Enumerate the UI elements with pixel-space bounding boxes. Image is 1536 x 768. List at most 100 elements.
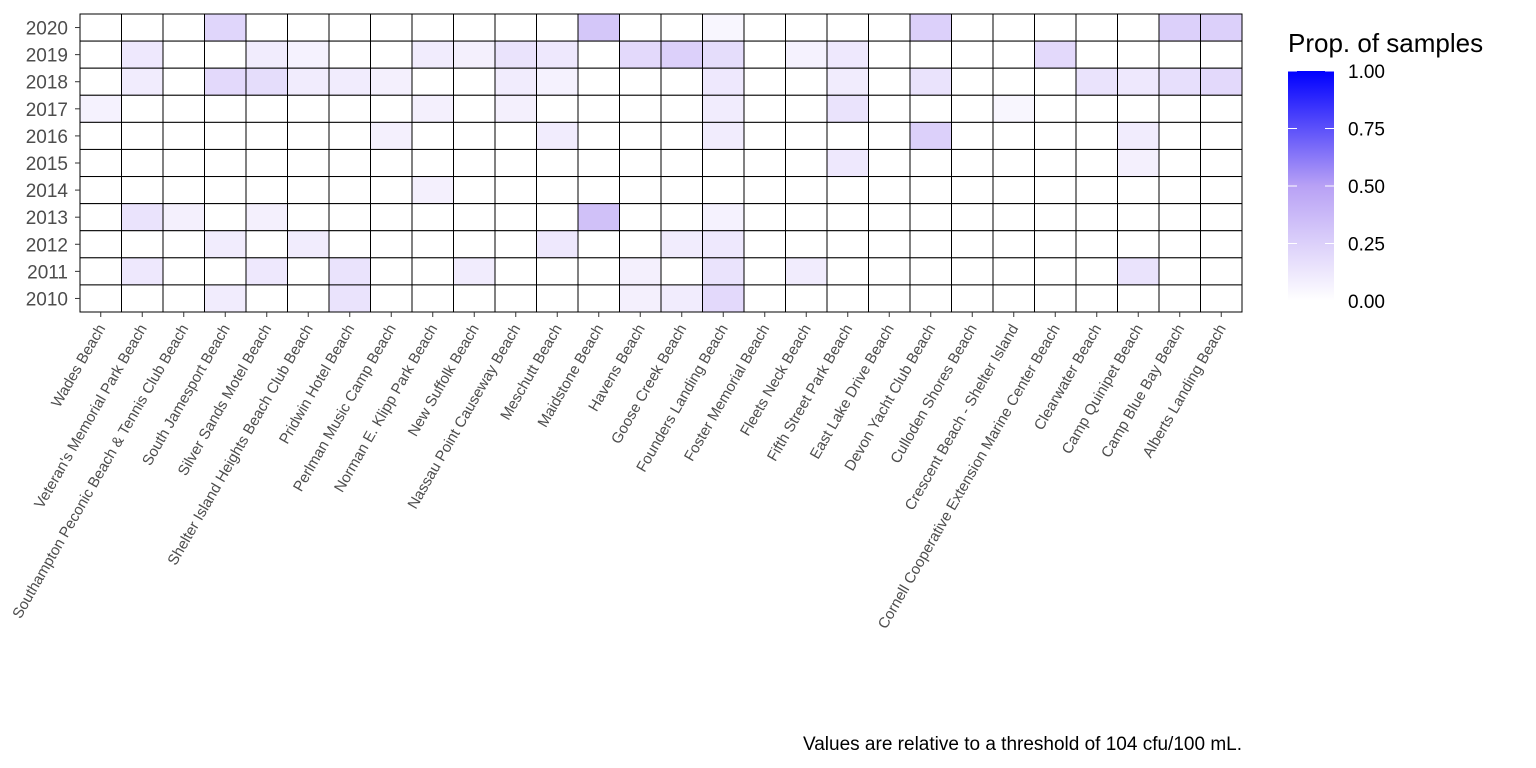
heatmap-cell	[1117, 94, 1160, 123]
legend-ticks: 1.00 0.75 0.50 0.25 0.00	[1288, 62, 1385, 313]
heatmap-cell	[162, 176, 205, 205]
heatmap-cell	[660, 121, 703, 150]
y-tick-label: 2017	[26, 100, 68, 121]
heatmap-cell	[328, 176, 371, 205]
heatmap-cell	[702, 203, 745, 232]
heatmap-cell	[909, 121, 952, 150]
y-tick-label: 2016	[26, 127, 68, 148]
heatmap-cell	[1034, 67, 1077, 96]
heatmap-cell	[826, 148, 869, 178]
heatmap-cell	[1158, 203, 1201, 232]
heatmap-cell	[1117, 67, 1160, 96]
heatmap-cell	[245, 121, 288, 150]
heatmap-cell	[204, 121, 247, 150]
legend-tick-label: 0.50	[1348, 177, 1385, 198]
heatmap-cell	[619, 257, 662, 286]
heatmap-cell	[951, 13, 994, 42]
heatmap-cell	[204, 230, 247, 259]
heatmap-cell	[1117, 284, 1160, 313]
heatmap-cell	[79, 94, 122, 123]
heatmap-cell	[121, 257, 164, 286]
heatmap-cell	[992, 148, 1035, 178]
heatmap-cell	[909, 176, 952, 205]
heatmap-cell	[1034, 121, 1077, 150]
heatmap-cell	[951, 203, 994, 232]
heatmap-cell	[121, 176, 164, 205]
heatmap-cell	[162, 40, 205, 69]
heatmap-cell	[287, 257, 330, 286]
heatmap-cell	[411, 148, 454, 178]
heatmap-cell	[702, 40, 745, 69]
heatmap-cell	[1158, 121, 1201, 150]
heatmap-cell	[162, 203, 205, 232]
heatmap-cell	[204, 176, 247, 205]
legend-tick-label: 0.25	[1348, 235, 1385, 256]
heatmap-cell	[951, 284, 994, 313]
heatmap-cell	[1117, 203, 1160, 232]
heatmap-cell	[1200, 40, 1243, 69]
heatmap-cell	[1200, 176, 1243, 205]
heatmap-cell	[702, 94, 745, 123]
heatmap-cell	[785, 230, 828, 259]
heatmap-cell	[287, 121, 330, 150]
heatmap-cell	[868, 94, 911, 123]
heatmap-cell	[785, 40, 828, 69]
heatmap-cell	[1034, 284, 1077, 313]
heatmap-cell	[121, 121, 164, 150]
heatmap-cell	[162, 67, 205, 96]
heatmap-cell	[1075, 203, 1118, 232]
heatmap-cell	[992, 284, 1035, 313]
heatmap-cell	[1117, 230, 1160, 259]
heatmap-cell	[121, 284, 164, 313]
heatmap-cell	[826, 67, 869, 96]
heatmap-cell	[494, 94, 537, 123]
y-tick-label: 2018	[26, 73, 68, 94]
heatmap-cell	[826, 94, 869, 123]
heatmap-cell	[826, 40, 869, 69]
heatmap-cell	[328, 121, 371, 150]
heatmap-cell	[785, 121, 828, 150]
y-tick-label: 2020	[26, 19, 68, 40]
heatmap-cell	[743, 121, 786, 150]
heatmap-cell	[79, 176, 122, 205]
heatmap-cell	[1200, 13, 1243, 42]
heatmap-cell	[992, 94, 1035, 123]
heatmap-cell	[1200, 203, 1243, 232]
heatmap-cell	[743, 176, 786, 205]
heatmap-cell	[287, 67, 330, 96]
heatmap-cell	[494, 230, 537, 259]
heatmap-cell	[370, 13, 413, 42]
legend: Prop. of samples 1.00 0.75 0.50 0.25 0.00	[1288, 28, 1483, 313]
heatmap-cell	[868, 176, 911, 205]
heatmap-cell	[453, 203, 496, 232]
legend-title: Prop. of samples	[1288, 28, 1483, 58]
heatmap-cell	[1075, 176, 1118, 205]
heatmap-cell	[536, 203, 579, 232]
heatmap-cell	[287, 176, 330, 205]
heatmap-cell	[245, 67, 288, 96]
heatmap-cell	[868, 230, 911, 259]
heatmap-cell	[494, 203, 537, 232]
heatmap-cell	[536, 148, 579, 178]
heatmap-cell	[536, 176, 579, 205]
heatmap-cell	[1075, 121, 1118, 150]
heatmap-cell	[1034, 40, 1077, 69]
heatmap-cell	[951, 148, 994, 178]
heatmap-cell	[1117, 176, 1160, 205]
heatmap-cell	[785, 203, 828, 232]
heatmap-cell	[453, 284, 496, 313]
heatmap-cell	[577, 67, 620, 96]
heatmap-cell	[743, 40, 786, 69]
heatmap-cell	[785, 94, 828, 123]
heatmap-cells	[79, 13, 1243, 313]
heatmap-cell	[577, 13, 620, 42]
heatmap-cell	[619, 176, 662, 205]
heatmap-cell	[785, 148, 828, 178]
caption: Values are relative to a threshold of 10…	[803, 734, 1242, 755]
heatmap-cell	[1034, 257, 1077, 286]
heatmap-cell	[328, 13, 371, 42]
heatmap-cell	[245, 40, 288, 69]
heatmap-cell	[619, 284, 662, 313]
heatmap-cell	[536, 121, 579, 150]
